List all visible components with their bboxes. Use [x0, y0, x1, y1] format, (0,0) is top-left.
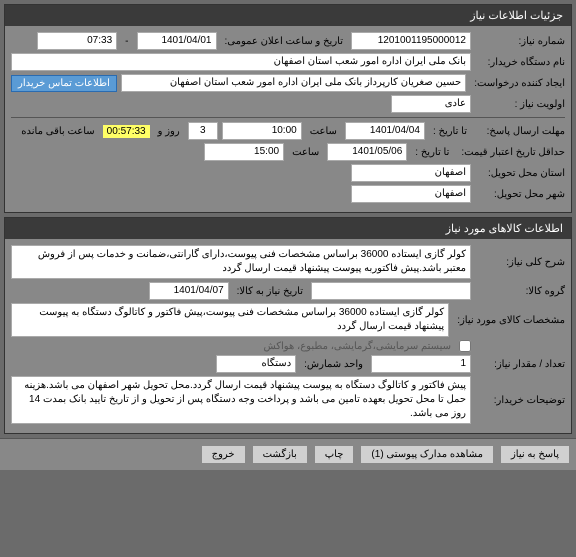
province-label: استان محل تحویل:	[475, 168, 565, 179]
announce-time-field: 07:33	[37, 32, 117, 50]
footer-bar: پاسخ به نیاز مشاهده مدارک پیوستی (1) چاپ…	[0, 438, 576, 470]
goods-info-body: شرح کلی نیاز: کولر گازی ایستاده 36000 بر…	[5, 239, 571, 433]
exit-button[interactable]: خروج	[201, 445, 246, 464]
need-number-field: 1201001195000012	[351, 32, 471, 50]
extra-check-area: سیستم سرمایشی،گرمایشی، مطبوع، هواکش	[259, 340, 471, 352]
validity-date-field: 1401/05/06	[327, 143, 407, 161]
announce-label: تاریخ و ساعت اعلان عمومی:	[221, 36, 348, 47]
priority-field: عادی	[391, 95, 471, 113]
notes-label: توضیحات خریدار:	[475, 395, 565, 406]
need-details-panel: جزئیات اطلاعات نیاز شماره نیاز: 12010011…	[4, 4, 572, 213]
priority-label: اولویت نیاز :	[475, 99, 565, 110]
goods-info-panel: اطلاعات کالاهای مورد نیاز شرح کلی نیاز: …	[4, 217, 572, 434]
row-notes: توضیحات خریدار: پیش فاکتور و کاتالوگ دست…	[11, 376, 565, 424]
row-validity: حداقل تاریخ اعتبار قیمت: تا تاریخ : 1401…	[11, 143, 565, 161]
validity-to-label: تا تاریخ :	[411, 147, 453, 158]
extra-check-label: سیستم سرمایشی،گرمایشی، مطبوع، هواکش	[259, 341, 455, 352]
back-button[interactable]: بازگشت	[252, 445, 308, 464]
countdown-label: ساعت باقی مانده	[17, 126, 98, 137]
province-field: اصفهان	[351, 164, 471, 182]
row-group: گروه کالا: تاریخ نیاز به کالا: 1401/04/0…	[11, 282, 565, 300]
row-buyer: نام دستگاه خریدار: بانک ملی ایران اداره …	[11, 53, 565, 71]
city-label: شهر محل تحویل:	[475, 189, 565, 200]
desc-field: کولر گازی ایستاده 36000 براساس مشخصات فن…	[11, 245, 471, 279]
respond-button[interactable]: پاسخ به نیاز	[500, 445, 570, 464]
group-field	[311, 282, 471, 300]
qty-label: تعداد / مقدار نیاز:	[475, 359, 565, 370]
desc-label: شرح کلی نیاز:	[475, 257, 565, 268]
group-label: گروه کالا:	[475, 286, 565, 297]
dash1: -	[121, 36, 132, 47]
creator-label: ایجاد کننده درخواست:	[470, 78, 565, 89]
deadline-to-label: تا تاریخ :	[429, 126, 471, 137]
need-details-header: جزئیات اطلاعات نیاز	[5, 5, 571, 26]
unit-field: دستگاه	[216, 355, 296, 373]
need-details-body: شماره نیاز: 1201001195000012 تاریخ و ساع…	[5, 26, 571, 212]
countdown-field: 00:57:33	[103, 125, 150, 138]
deadline-date-field: 1401/04/04	[345, 122, 425, 140]
row-qty: تعداد / مقدار نیاز: 1 واحد شمارش: دستگاه	[11, 355, 565, 373]
deadline-time-field: 10:00	[222, 122, 302, 140]
need-date-label: تاریخ نیاز به کالا:	[233, 286, 307, 297]
days-field: 3	[188, 122, 218, 140]
spec-field: کولر گازی ایستاده 36000 براساس مشخصات فن…	[11, 303, 449, 337]
row-priority: اولویت نیاز : عادی	[11, 95, 565, 113]
print-button[interactable]: چاپ	[314, 445, 355, 464]
need-date-field: 1401/04/07	[149, 282, 229, 300]
row-creator: ایجاد کننده درخواست: حسین صغریان کارپردا…	[11, 74, 565, 92]
row-spec: مشخصات کالای مورد نیاز: کولر گازی ایستاد…	[11, 303, 565, 337]
city-field: اصفهان	[351, 185, 471, 203]
validity-time-field: 15:00	[204, 143, 284, 161]
buyer-field: بانک ملی ایران اداره امور شعب استان اصفه…	[11, 53, 471, 71]
days-label: روز و	[154, 126, 184, 137]
row-province: استان محل تحویل: اصفهان	[11, 164, 565, 182]
row-need-number: شماره نیاز: 1201001195000012 تاریخ و ساع…	[11, 32, 565, 50]
announce-date-field: 1401/04/01	[137, 32, 217, 50]
creator-field: حسین صغریان کارپرداز بانک ملی ایران ادار…	[121, 74, 466, 92]
deadline-time-label: ساعت	[306, 126, 341, 137]
deadline-label: مهلت ارسال پاسخ:	[475, 126, 565, 137]
row-deadline: مهلت ارسال پاسخ: تا تاریخ : 1401/04/04 س…	[11, 122, 565, 140]
row-city: شهر محل تحویل: اصفهان	[11, 185, 565, 203]
goods-info-header: اطلاعات کالاهای مورد نیاز	[5, 218, 571, 239]
validity-time-label: ساعت	[288, 147, 323, 158]
unit-label: واحد شمارش:	[300, 359, 367, 370]
extra-checkbox[interactable]	[459, 340, 471, 352]
notes-field: پیش فاکتور و کاتالوگ دستگاه به پیوست پیش…	[11, 376, 471, 424]
separator-1	[11, 117, 565, 118]
attachments-button[interactable]: مشاهده مدارک پیوستی (1)	[360, 445, 494, 464]
qty-field: 1	[371, 355, 471, 373]
validity-label: حداقل تاریخ اعتبار قیمت:	[457, 147, 565, 158]
need-number-label: شماره نیاز:	[475, 36, 565, 47]
contact-buyer-button[interactable]: اطلاعات تماس خریدار	[11, 75, 117, 92]
row-extra-check: سیستم سرمایشی،گرمایشی، مطبوع، هواکش	[11, 340, 565, 352]
row-desc: شرح کلی نیاز: کولر گازی ایستاده 36000 بر…	[11, 245, 565, 279]
buyer-label: نام دستگاه خریدار:	[475, 57, 565, 68]
spec-label: مشخصات کالای مورد نیاز:	[453, 315, 565, 326]
